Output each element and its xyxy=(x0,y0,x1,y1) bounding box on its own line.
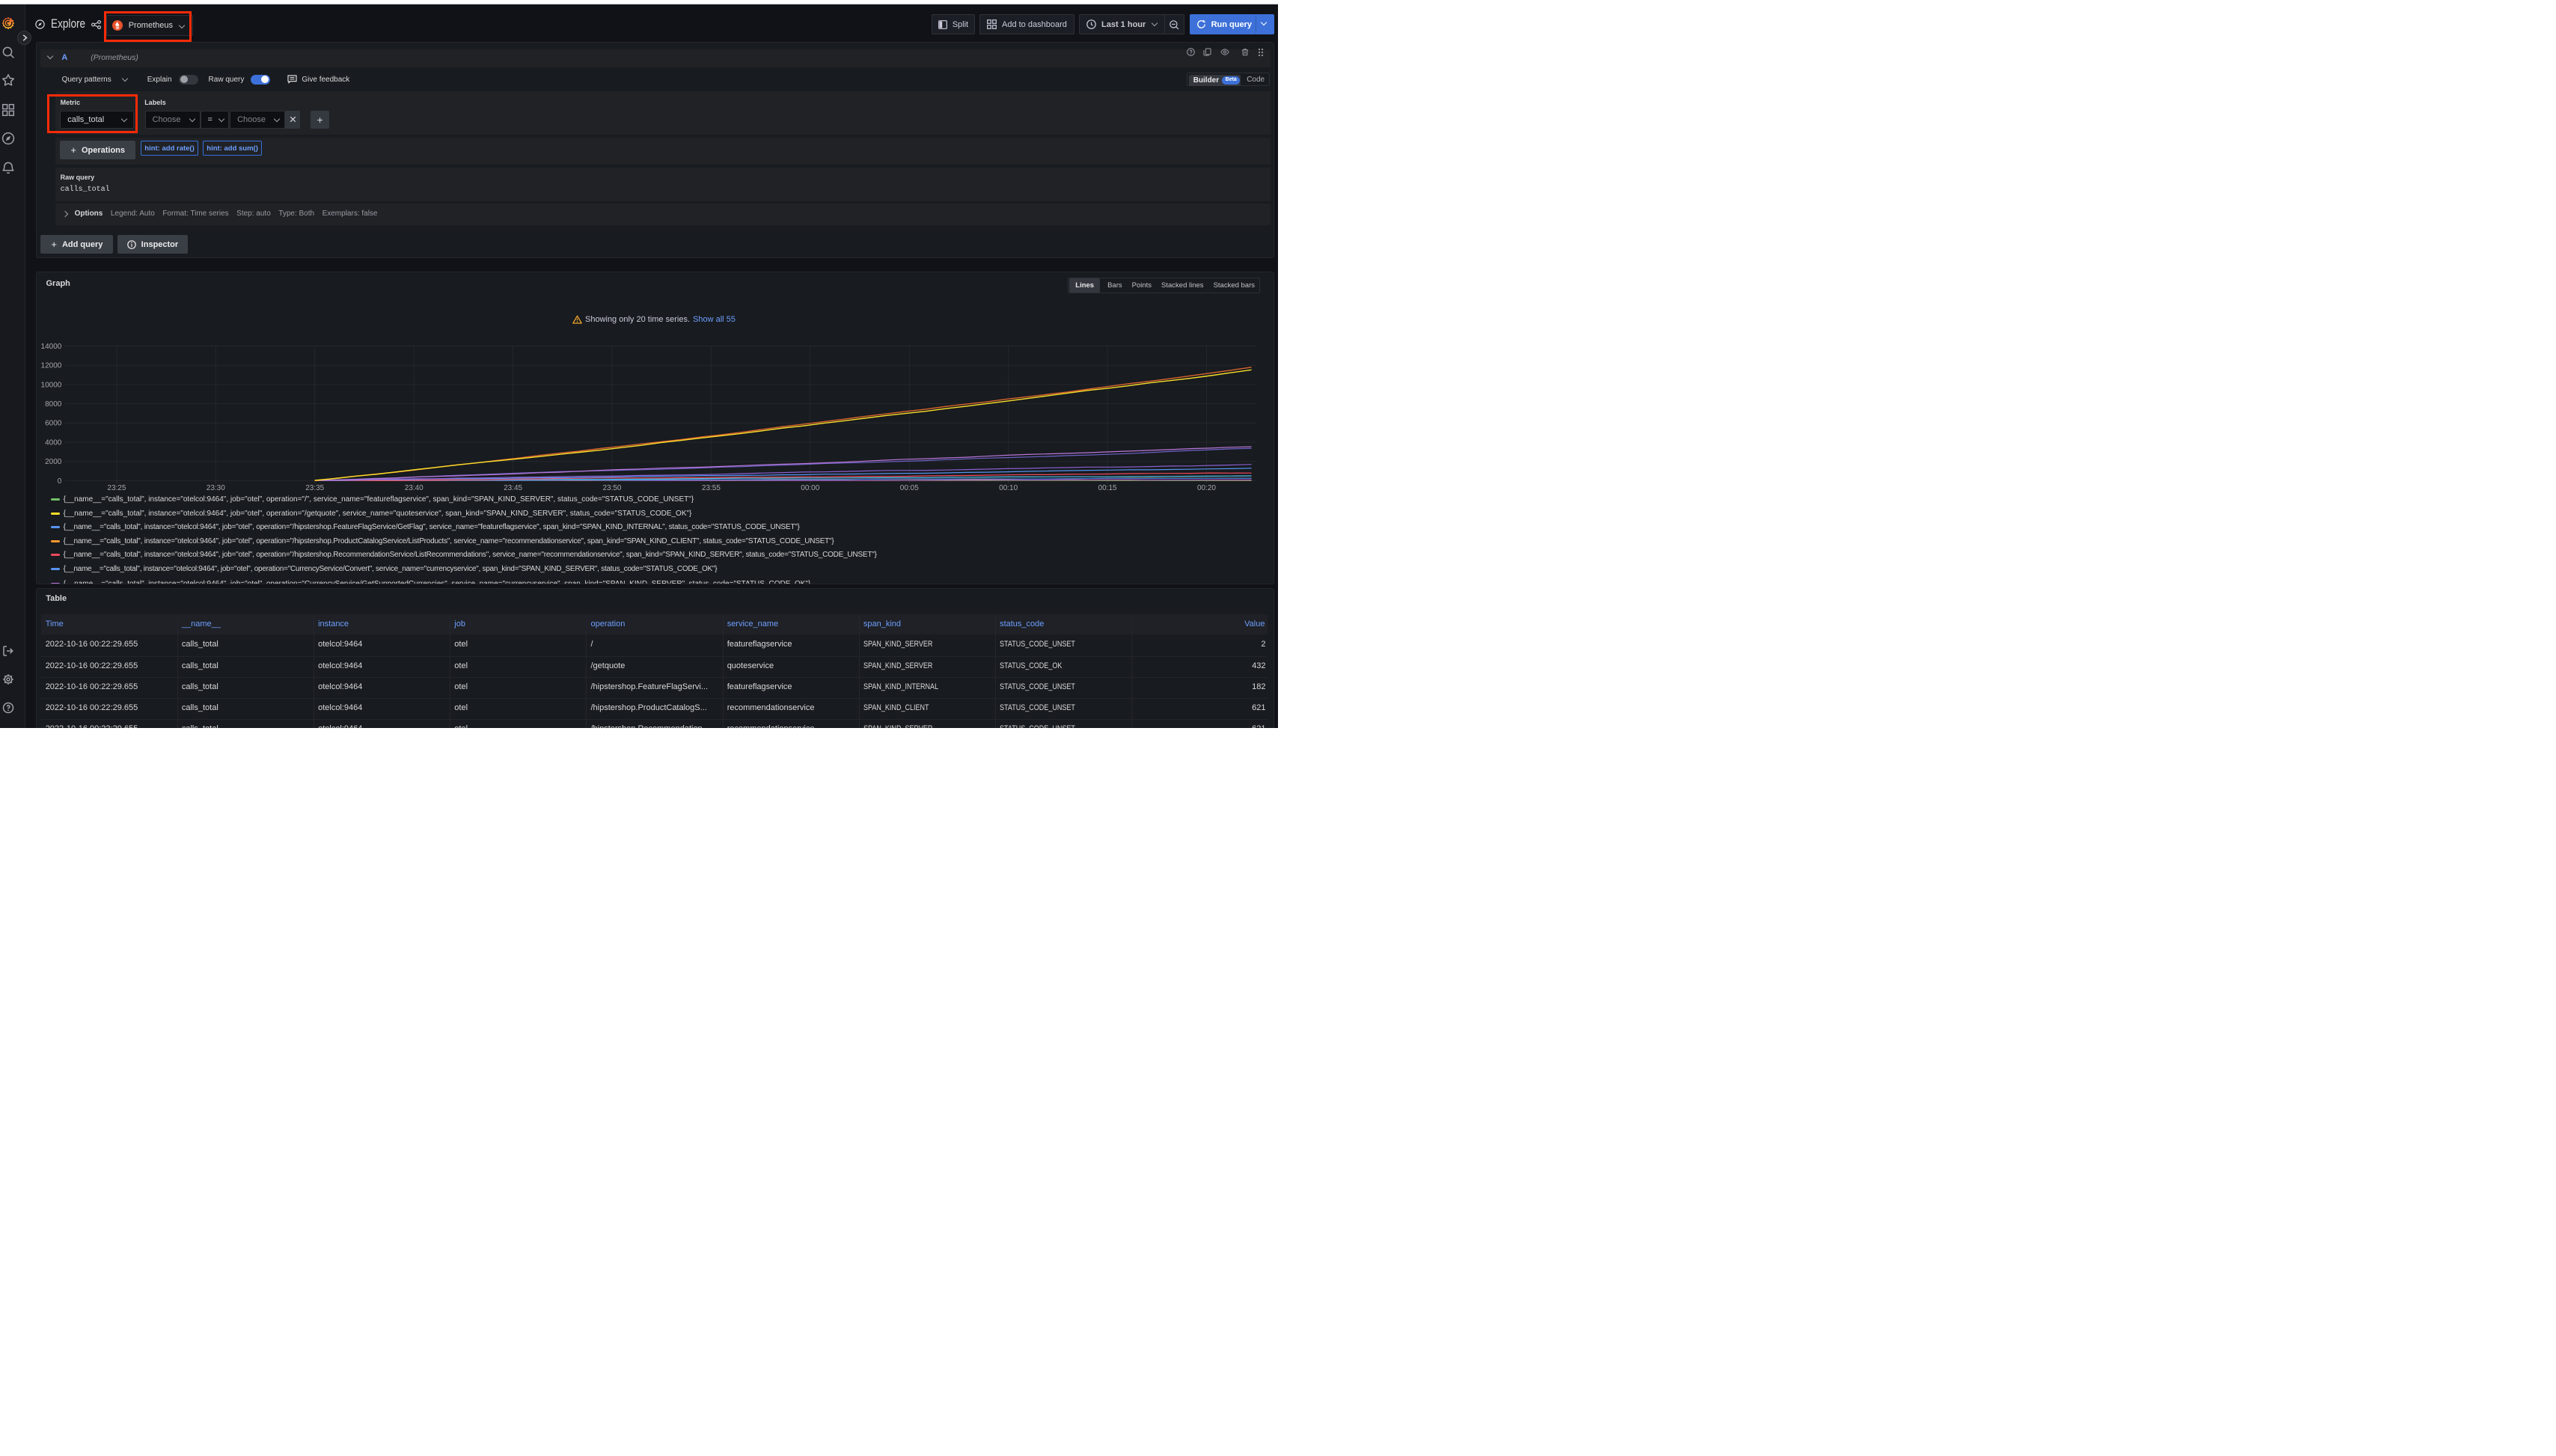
svg-text:23:45: 23:45 xyxy=(504,484,522,492)
svg-text:4000: 4000 xyxy=(45,438,62,447)
svg-text:00:20: 00:20 xyxy=(1197,484,1216,492)
svg-text:14000: 14000 xyxy=(40,342,61,350)
svg-text:0: 0 xyxy=(57,477,61,485)
svg-text:23:50: 23:50 xyxy=(602,484,621,492)
svg-text:23:35: 23:35 xyxy=(305,484,324,492)
svg-text:23:30: 23:30 xyxy=(206,484,224,492)
svg-text:8000: 8000 xyxy=(45,400,62,409)
svg-text:00:10: 00:10 xyxy=(999,484,1018,492)
svg-text:12000: 12000 xyxy=(40,361,61,370)
svg-text:00:05: 00:05 xyxy=(899,484,918,492)
svg-text:10000: 10000 xyxy=(40,381,61,389)
svg-text:00:15: 00:15 xyxy=(1098,484,1116,492)
svg-text:23:40: 23:40 xyxy=(404,484,423,492)
svg-text:2000: 2000 xyxy=(45,458,62,466)
svg-text:6000: 6000 xyxy=(45,419,62,427)
svg-text:00:00: 00:00 xyxy=(801,484,819,492)
svg-text:23:55: 23:55 xyxy=(702,484,721,492)
svg-text:23:25: 23:25 xyxy=(107,484,126,492)
